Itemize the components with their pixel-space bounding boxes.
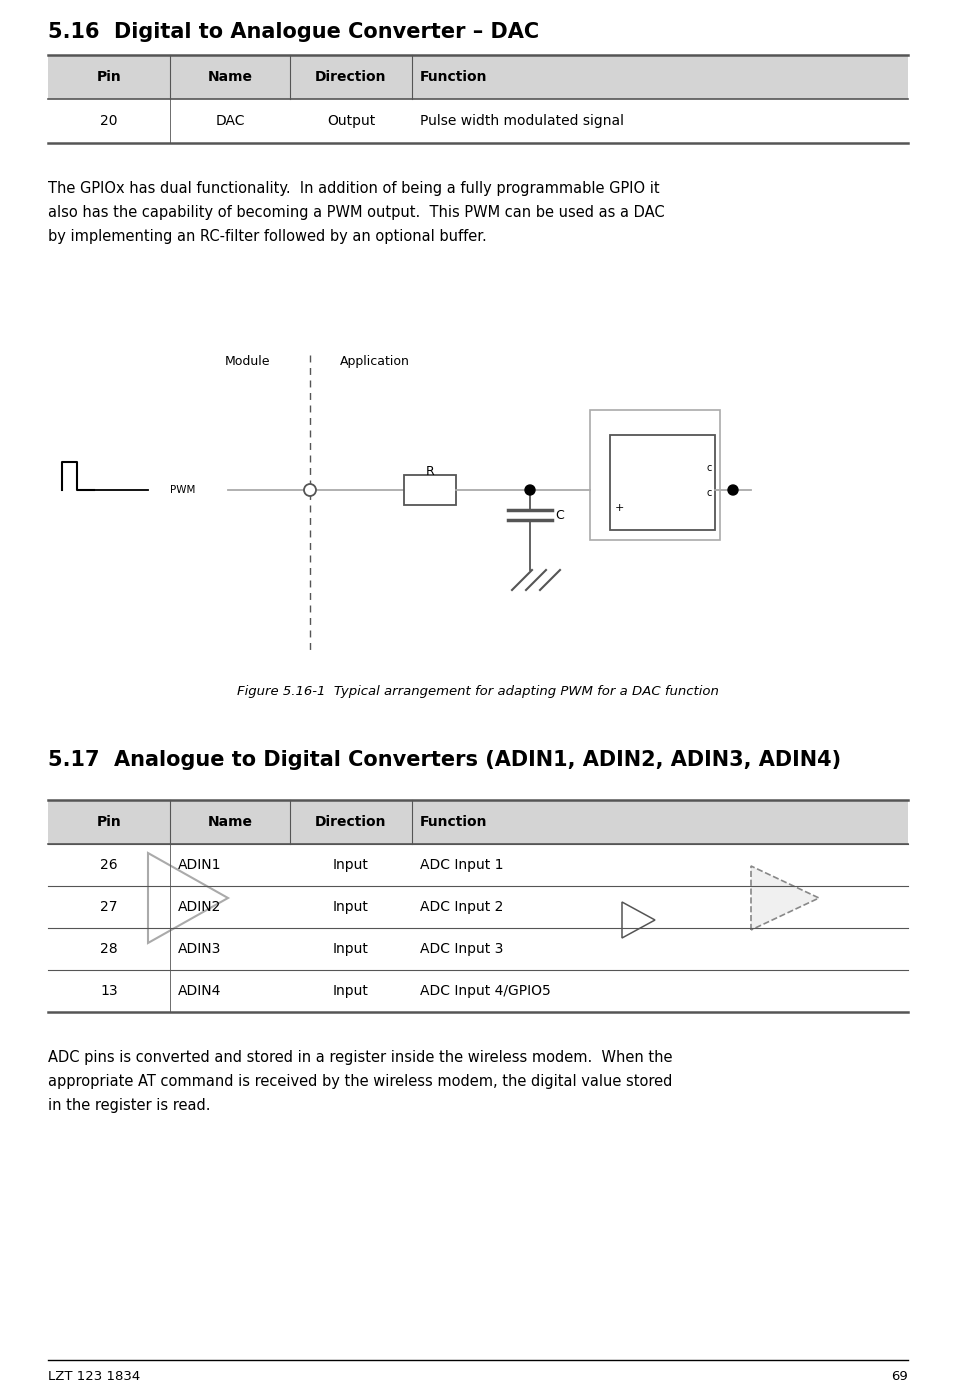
Text: Output: Output <box>327 114 375 128</box>
Text: Input: Input <box>333 899 369 915</box>
Text: ADIN2: ADIN2 <box>178 899 222 915</box>
Text: Application: Application <box>340 355 410 368</box>
Text: ADC Input 3: ADC Input 3 <box>420 942 504 956</box>
Text: +: + <box>615 502 624 514</box>
Text: LZT 123 1834: LZT 123 1834 <box>48 1370 141 1382</box>
Text: 26: 26 <box>100 858 118 872</box>
Text: 13: 13 <box>100 984 118 998</box>
Text: also has the capability of becoming a PWM output.  This PWM can be used as a DAC: also has the capability of becoming a PW… <box>48 205 664 221</box>
Text: ADIN1: ADIN1 <box>178 858 222 872</box>
Text: Pin: Pin <box>97 69 121 85</box>
Text: ADC Input 1: ADC Input 1 <box>420 858 504 872</box>
Text: ADIN4: ADIN4 <box>178 984 222 998</box>
Bar <box>404 475 456 505</box>
Text: Name: Name <box>207 815 252 829</box>
Text: ADIN3: ADIN3 <box>178 942 222 956</box>
Text: 20: 20 <box>100 114 118 128</box>
Text: 5.16  Digital to Analogue Converter – DAC: 5.16 Digital to Analogue Converter – DAC <box>48 22 539 42</box>
Text: appropriate AT command is received by the wireless modem, the digital value stor: appropriate AT command is received by th… <box>48 1074 672 1090</box>
Circle shape <box>728 484 738 496</box>
Text: ADC pins is converted and stored in a register inside the wireless modem.  When : ADC pins is converted and stored in a re… <box>48 1049 672 1065</box>
Text: Function: Function <box>420 69 488 85</box>
Text: by implementing an RC-filter followed by an optional buffer.: by implementing an RC-filter followed by… <box>48 229 487 244</box>
Text: 28: 28 <box>100 942 118 956</box>
Polygon shape <box>751 866 819 930</box>
Bar <box>590 409 720 540</box>
Text: Figure 5.16-1  Typical arrangement for adapting PWM for a DAC function: Figure 5.16-1 Typical arrangement for ad… <box>237 686 719 698</box>
Text: Function: Function <box>420 815 488 829</box>
Text: Input: Input <box>333 858 369 872</box>
Text: 27: 27 <box>100 899 118 915</box>
Text: Direction: Direction <box>315 69 387 85</box>
Text: R: R <box>425 465 434 477</box>
Bar <box>48 799 908 844</box>
Text: c: c <box>707 489 712 498</box>
Text: PWM: PWM <box>170 484 196 496</box>
Bar <box>610 434 715 530</box>
Bar <box>48 56 908 99</box>
Text: in the register is read.: in the register is read. <box>48 1098 210 1113</box>
Text: Input: Input <box>333 984 369 998</box>
Text: ADC Input 4/GPIO5: ADC Input 4/GPIO5 <box>420 984 551 998</box>
Text: DAC: DAC <box>215 114 245 128</box>
Text: The GPIOx has dual functionality.  In addition of being a fully programmable GPI: The GPIOx has dual functionality. In add… <box>48 180 660 196</box>
Text: ADC Input 2: ADC Input 2 <box>420 899 504 915</box>
Text: Input: Input <box>333 942 369 956</box>
Text: Name: Name <box>207 69 252 85</box>
Text: Direction: Direction <box>315 815 387 829</box>
Text: 69: 69 <box>891 1370 908 1382</box>
Circle shape <box>304 484 316 496</box>
Text: Pulse width modulated signal: Pulse width modulated signal <box>420 114 624 128</box>
Text: 5.17  Analogue to Digital Converters (ADIN1, ADIN2, ADIN3, ADIN4): 5.17 Analogue to Digital Converters (ADI… <box>48 750 841 770</box>
Text: Pin: Pin <box>97 815 121 829</box>
Circle shape <box>525 484 535 496</box>
Text: Module: Module <box>226 355 271 368</box>
Text: c: c <box>707 464 712 473</box>
Text: C: C <box>555 508 564 522</box>
